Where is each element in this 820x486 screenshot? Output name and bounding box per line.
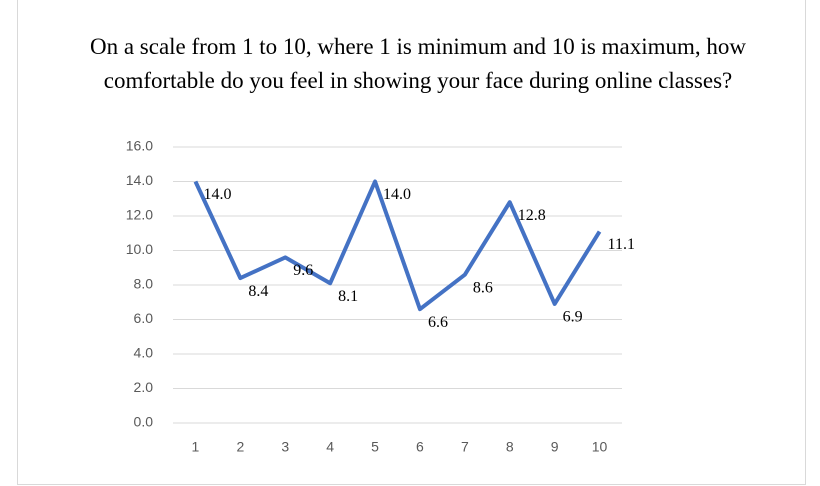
x-tick-label: 6 [416, 439, 424, 455]
data-label: 8.1 [338, 288, 358, 305]
x-tick-label: 2 [236, 439, 244, 455]
data-label: 6.6 [428, 314, 448, 331]
data-label: 8.6 [473, 279, 493, 296]
x-tick-label: 10 [592, 439, 608, 455]
data-label: 8.4 [248, 283, 268, 300]
y-tick-label: 8.0 [134, 276, 154, 292]
data-label: 6.9 [563, 309, 583, 326]
x-tick-label: 3 [281, 439, 289, 455]
chart-title: On a scale from 1 to 10, where 1 is mini… [89, 34, 747, 93]
x-tick-label: 9 [551, 439, 559, 455]
y-tick-label: 14.0 [126, 172, 153, 188]
data-line [193, 179, 602, 312]
y-tick-label: 6.0 [134, 310, 154, 326]
data-label: 11.1 [608, 236, 635, 253]
x-tick-label: 8 [506, 439, 514, 455]
x-tick-label: 1 [192, 439, 200, 455]
x-tick-label: 5 [371, 439, 379, 455]
y-tick-label: 16.0 [126, 138, 153, 154]
y-tick-label: 10.0 [126, 241, 153, 257]
data-label: 12.8 [518, 207, 546, 224]
data-label: 14.0 [203, 186, 231, 203]
x-tick-label: 7 [461, 439, 469, 455]
data-label: 9.6 [293, 262, 313, 279]
data-label: 14.0 [383, 186, 411, 203]
y-tick-label: 2.0 [134, 379, 154, 395]
chart-frame [17, 0, 806, 485]
y-tick-label: 12.0 [126, 207, 153, 223]
y-tick-label: 4.0 [134, 345, 154, 361]
y-tick-label: 0.0 [134, 414, 154, 430]
x-tick-label: 4 [326, 439, 334, 455]
